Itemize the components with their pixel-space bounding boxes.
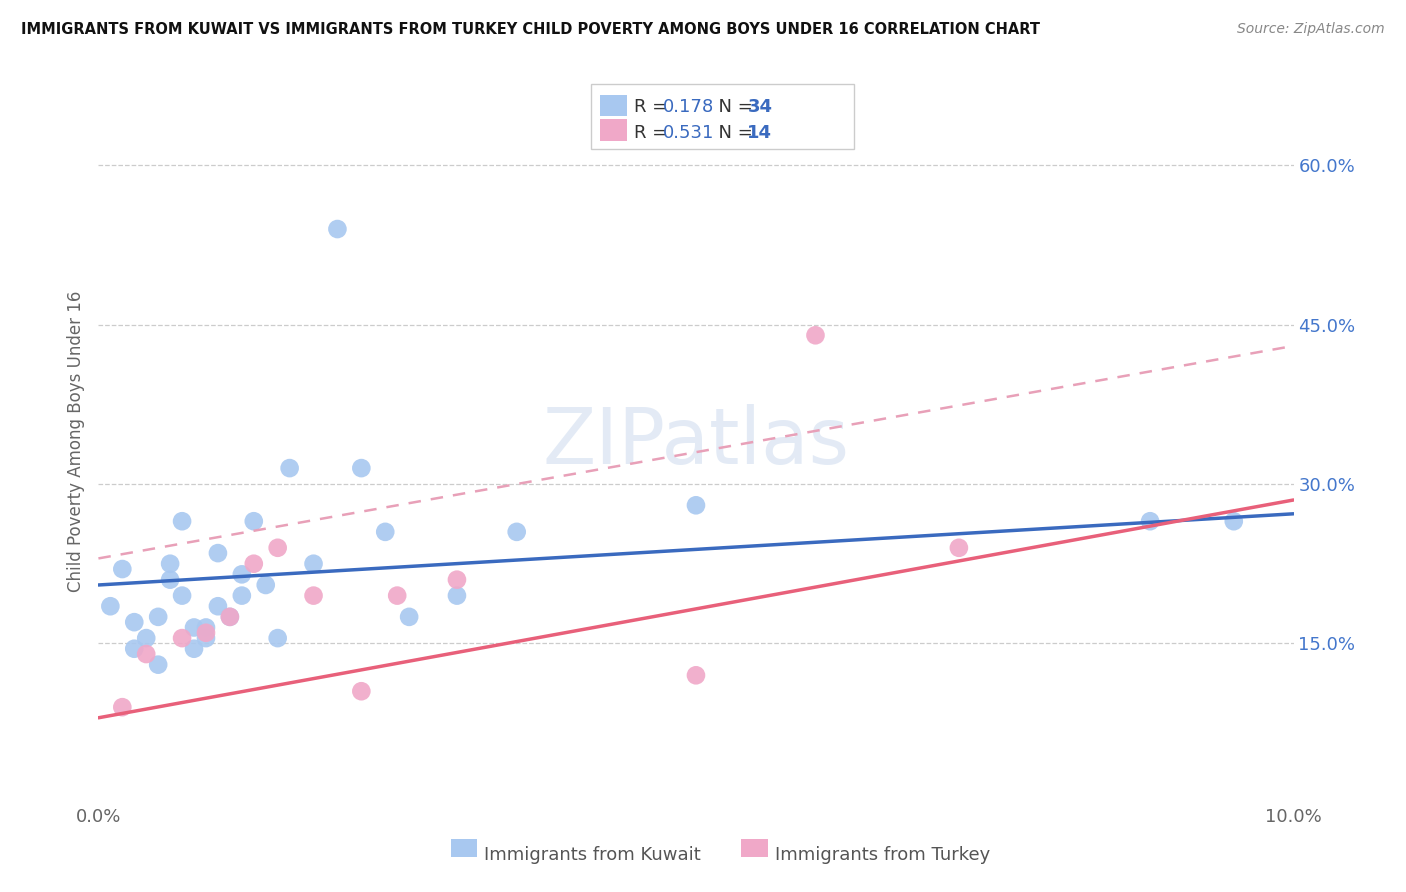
Text: 0.178: 0.178 xyxy=(662,98,714,116)
Point xyxy=(183,620,205,634)
Point xyxy=(111,562,134,576)
Point xyxy=(374,524,396,539)
Point xyxy=(207,599,229,614)
Point xyxy=(243,557,266,571)
Bar xyxy=(591,84,853,149)
Text: R =: R = xyxy=(634,124,673,142)
Point xyxy=(148,657,170,672)
Text: N =: N = xyxy=(707,124,758,142)
Point xyxy=(243,514,266,528)
Point xyxy=(172,589,194,603)
Point xyxy=(948,541,970,555)
Point xyxy=(254,578,277,592)
Point xyxy=(350,461,373,475)
Text: 14: 14 xyxy=(748,124,772,142)
Point xyxy=(135,631,157,645)
Point xyxy=(1223,514,1246,528)
Y-axis label: Child Poverty Among Boys Under 16: Child Poverty Among Boys Under 16 xyxy=(66,291,84,592)
Text: IMMIGRANTS FROM KUWAIT VS IMMIGRANTS FROM TURKEY CHILD POVERTY AMONG BOYS UNDER : IMMIGRANTS FROM KUWAIT VS IMMIGRANTS FRO… xyxy=(21,22,1040,37)
Point xyxy=(302,557,325,571)
Bar xyxy=(600,120,627,141)
Point xyxy=(172,514,194,528)
Text: 34: 34 xyxy=(748,98,772,116)
Point xyxy=(124,615,146,630)
Text: Immigrants from Kuwait: Immigrants from Kuwait xyxy=(485,847,702,864)
Point xyxy=(231,567,253,582)
Text: Immigrants from Turkey: Immigrants from Turkey xyxy=(775,847,990,864)
Point xyxy=(195,620,218,634)
Point xyxy=(398,610,420,624)
Point xyxy=(446,573,468,587)
Point xyxy=(159,573,181,587)
Point xyxy=(148,610,170,624)
Point xyxy=(685,498,707,512)
Point xyxy=(159,557,181,571)
Point xyxy=(506,524,529,539)
Point xyxy=(685,668,707,682)
Point xyxy=(267,541,290,555)
Point xyxy=(195,631,218,645)
Text: 0.531: 0.531 xyxy=(662,124,714,142)
Point xyxy=(804,328,827,343)
Point xyxy=(302,589,325,603)
Point xyxy=(207,546,229,560)
Point xyxy=(172,631,194,645)
Point xyxy=(278,461,301,475)
Point xyxy=(135,647,157,661)
Bar xyxy=(451,838,477,857)
Text: Source: ZipAtlas.com: Source: ZipAtlas.com xyxy=(1237,22,1385,37)
Point xyxy=(195,625,218,640)
Text: ZIPatlas: ZIPatlas xyxy=(543,403,849,480)
Point xyxy=(111,700,134,714)
Point xyxy=(183,641,205,656)
Bar xyxy=(741,838,768,857)
Bar xyxy=(600,95,627,117)
Point xyxy=(98,599,122,614)
Text: R =: R = xyxy=(634,98,673,116)
Point xyxy=(124,641,146,656)
Point xyxy=(1139,514,1161,528)
Point xyxy=(219,610,242,624)
Point xyxy=(326,222,349,236)
Point xyxy=(446,589,468,603)
Point xyxy=(385,589,409,603)
Point xyxy=(219,610,242,624)
Point xyxy=(267,631,290,645)
Text: N =: N = xyxy=(707,98,758,116)
Point xyxy=(231,589,253,603)
Point xyxy=(350,684,373,698)
